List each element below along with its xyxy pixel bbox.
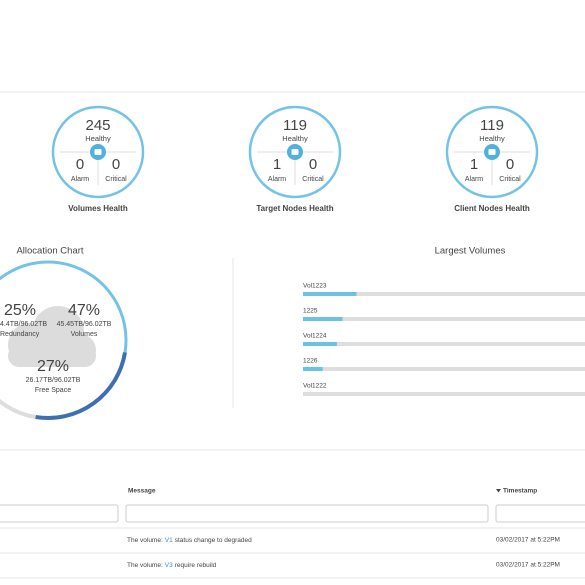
event-message: The volume: V3 require rebuild <box>127 562 217 569</box>
critical-count: 0 <box>309 156 317 173</box>
health-ring <box>445 105 539 199</box>
filter-input[interactable] <box>0 504 119 523</box>
critical-label: Critical <box>105 176 127 183</box>
allocation-title: Allocation Chart <box>16 246 83 257</box>
bar-track <box>303 367 585 371</box>
alarm-count: 1 <box>470 156 478 173</box>
health-icon-glyph <box>488 149 496 155</box>
healthy-label: Healthy <box>479 134 505 143</box>
message-text: require rebuild <box>175 562 217 569</box>
health-title: Volumes Health <box>68 204 128 213</box>
volume-name: Vol1222 <box>303 383 327 390</box>
message-text: The volume: <box>127 537 163 544</box>
segment-name: Free Space <box>35 387 71 394</box>
healthy-count: 119 <box>283 117 307 134</box>
message-text: status change to degraded <box>175 537 252 544</box>
cloud-icon <box>8 306 96 367</box>
critical-label: Critical <box>302 176 324 183</box>
bar-fill <box>303 367 323 371</box>
event-timestamp: 03/02/2017 at 5:22PM <box>496 537 560 544</box>
sort-icon <box>496 489 501 493</box>
alarm-label: Alarm <box>465 176 483 183</box>
segment-percent: 27% <box>37 358 69 375</box>
bar-track <box>303 342 585 346</box>
healthy-count: 245 <box>85 117 110 134</box>
donut-segment <box>0 260 128 353</box>
filter-input[interactable] <box>495 504 585 523</box>
bar-track <box>303 292 585 296</box>
event-timestamp: 03/02/2017 at 5:22PM <box>496 562 560 569</box>
healthy-label: Healthy <box>85 134 111 143</box>
volume-name: 1226 <box>303 358 318 365</box>
health-title: Target Nodes Health <box>256 204 333 213</box>
volume-link[interactable]: V3 <box>165 562 173 569</box>
alarm-count: 0 <box>76 156 84 173</box>
critical-count: 0 <box>112 156 120 173</box>
segment-size: 4.4TB/96.02TB <box>0 321 47 328</box>
segment-size: 45.45TB/96.02TB <box>57 321 112 328</box>
health-ring <box>248 105 342 199</box>
segment-percent: 25% <box>4 302 36 319</box>
bar-fill <box>303 292 357 296</box>
column-header[interactable]: Message <box>128 488 156 495</box>
volume-name: 1225 <box>303 308 318 315</box>
health-title: Client Nodes Health <box>454 204 530 213</box>
alarm-label: Alarm <box>71 176 89 183</box>
filter-input[interactable] <box>125 504 489 523</box>
volume-name: Vol1223 <box>303 283 327 290</box>
segment-name: Redundancy <box>0 331 40 338</box>
critical-count: 0 <box>506 156 514 173</box>
bar-track <box>303 392 585 396</box>
critical-label: Critical <box>499 176 521 183</box>
healthy-label: Healthy <box>282 134 308 143</box>
segment-size: 26.17TB/96.02TB <box>26 377 81 384</box>
health-icon-glyph <box>291 149 299 155</box>
bar-fill <box>303 317 343 321</box>
health-icon-glyph <box>94 149 102 155</box>
healthy-count: 119 <box>480 117 504 134</box>
donut-segment <box>0 398 36 419</box>
largest-volumes-title: Largest Volumes <box>435 246 506 257</box>
volume-link[interactable]: V1 <box>165 537 173 544</box>
segment-percent: 47% <box>68 302 100 319</box>
donut-segment <box>35 352 127 420</box>
event-message: The volume: V1 status change to degraded <box>127 537 252 544</box>
segment-name: Volumes <box>71 331 98 338</box>
health-ring <box>51 105 145 199</box>
column-header[interactable]: Timestamp <box>503 488 537 495</box>
bar-fill <box>303 342 337 346</box>
message-text: The volume: <box>127 562 163 569</box>
alarm-count: 1 <box>273 156 281 173</box>
bar-track <box>303 317 585 321</box>
volume-name: Vol1224 <box>303 333 327 340</box>
alarm-label: Alarm <box>268 176 286 183</box>
